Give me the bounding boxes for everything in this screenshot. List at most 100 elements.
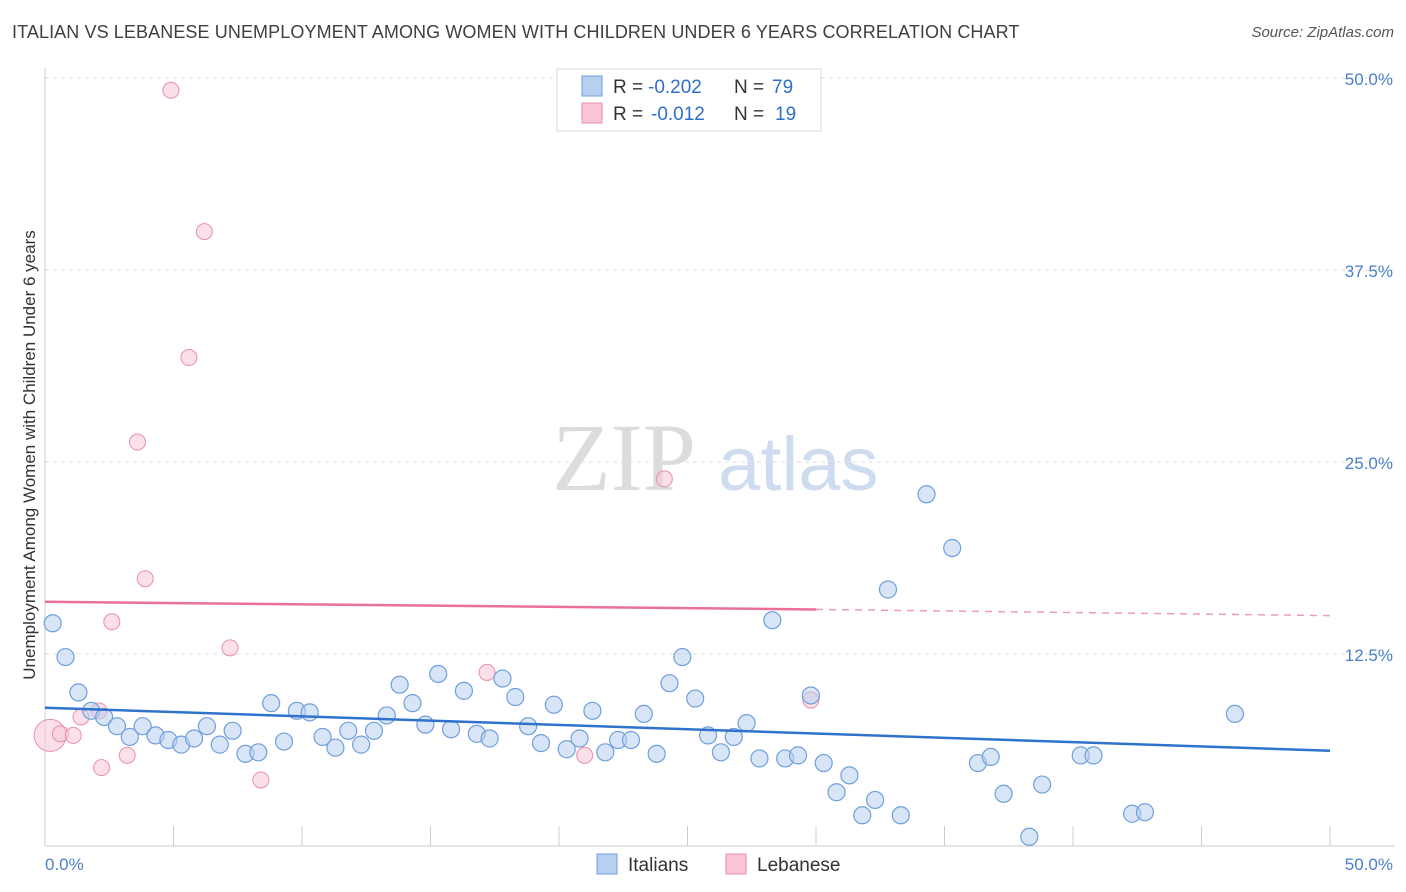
trend-lines — [44, 600, 1331, 753]
y-tick-label-1: 25.0% — [1345, 454, 1393, 473]
italians-point-48 — [660, 674, 679, 693]
lebanese-trend-line — [44, 600, 817, 611]
x-tick-label-0: 0.0% — [45, 855, 84, 874]
bottom-legend-italians-swatch — [596, 853, 618, 875]
italians-point-38 — [531, 733, 551, 753]
lebanese-point-15 — [478, 663, 496, 681]
italians-point-6 — [120, 727, 139, 747]
italians-point-67 — [917, 485, 936, 504]
italians-point-56 — [763, 611, 782, 630]
italians-point-49 — [673, 647, 692, 667]
y-axis-label: Unemployment Among Women with Children U… — [20, 230, 39, 679]
legend-n-value-italians: 79 — [772, 77, 793, 98]
italians-point-41 — [570, 729, 589, 748]
italians-point-2 — [69, 683, 88, 702]
lebanese-point-5 — [93, 759, 111, 777]
italians-point-71 — [994, 784, 1013, 803]
lebanese-point-2 — [64, 726, 82, 744]
source-credit: Source: ZipAtlas.com — [1251, 24, 1394, 41]
italians-points — [43, 485, 1245, 846]
x-tick-labels: 0.0% 50.0% — [45, 855, 1393, 874]
italians-point-32 — [454, 681, 474, 700]
italians-point-42 — [583, 701, 602, 720]
y-tick-label-2: 37.5% — [1345, 262, 1393, 281]
legend-n-value-lebanese: 19 — [775, 104, 796, 125]
italians-point-4 — [95, 707, 114, 727]
y-tick-label-3: 50.0% — [1345, 70, 1393, 89]
italians-point-18 — [274, 732, 294, 751]
italians-point-62 — [840, 766, 859, 785]
lebanese-point-6 — [103, 613, 121, 631]
italians-point-28 — [403, 694, 422, 713]
legend-n-label-italians: N = — [734, 77, 764, 98]
italians-point-34 — [480, 729, 499, 748]
italians-point-43 — [596, 743, 615, 762]
italians-point-77 — [1135, 803, 1155, 822]
y-tick-labels: 12.5% 25.0% 37.5% 50.0% — [1345, 70, 1393, 665]
italians-point-68 — [943, 538, 962, 558]
legend-r-value-lebanese: -0.012 — [651, 104, 705, 125]
italians-point-65 — [878, 580, 898, 599]
italians-point-63 — [853, 806, 872, 825]
bottom-legend-lebanese-swatch — [725, 853, 747, 875]
italians-point-59 — [801, 686, 820, 705]
series-legend: Italians Lebanese — [596, 853, 840, 876]
italians-point-11 — [184, 729, 204, 748]
italians-point-70 — [981, 747, 1000, 767]
italians-trend-line — [44, 706, 1331, 753]
x-tick-label-1: 50.0% — [1345, 855, 1393, 874]
italians-point-14 — [223, 721, 242, 740]
italians-point-13 — [210, 735, 229, 754]
lebanese-point-16 — [576, 746, 594, 764]
italians-point-31 — [441, 720, 461, 739]
italians-point-16 — [249, 743, 268, 762]
lebanese-point-13 — [221, 639, 239, 657]
italians-point-20 — [300, 703, 319, 722]
legend-italians-swatch — [581, 75, 603, 97]
lebanese-trend-line-extension — [815, 608, 1331, 617]
italians-point-37 — [519, 717, 538, 736]
italians-point-78 — [1225, 704, 1245, 724]
italians-point-61 — [827, 783, 846, 802]
italians-point-72 — [1020, 827, 1039, 846]
lebanese-point-7 — [118, 746, 136, 764]
italians-point-0 — [43, 614, 62, 633]
italians-point-30 — [429, 664, 448, 684]
watermark-zip: ZIP — [552, 404, 696, 511]
bottom-legend-italians: Italians — [628, 855, 688, 876]
italians-point-52 — [711, 743, 731, 762]
italians-point-36 — [506, 687, 525, 707]
italians-point-23 — [339, 721, 358, 740]
italians-point-29 — [416, 715, 435, 734]
italians-point-5 — [107, 717, 127, 736]
legend-r-label-italians: R = — [613, 77, 643, 98]
italians-point-40 — [557, 740, 576, 759]
lebanese-point-9 — [136, 570, 154, 588]
axes — [44, 68, 1395, 847]
lebanese-point-17 — [655, 470, 673, 488]
italians-point-50 — [686, 689, 705, 708]
italians-point-39 — [544, 695, 563, 714]
correlation-legend: R = -0.202 N = 79 R = -0.012 N = 19 — [556, 68, 822, 132]
italians-point-26 — [377, 706, 396, 725]
italians-point-46 — [634, 704, 653, 724]
italians-point-66 — [891, 806, 910, 825]
legend-n-label-lebanese: N = — [734, 104, 764, 125]
italians-point-12 — [197, 717, 217, 736]
italians-point-27 — [390, 675, 409, 694]
italians-point-54 — [737, 714, 756, 733]
lebanese-point-12 — [195, 223, 213, 241]
y-tick-label-0: 12.5% — [1345, 646, 1393, 665]
italians-point-55 — [750, 749, 769, 768]
italians-point-24 — [352, 735, 371, 754]
italians-point-45 — [621, 730, 641, 750]
lebanese-point-11 — [180, 349, 198, 367]
italians-point-64 — [866, 790, 885, 810]
italians-point-35 — [493, 669, 512, 688]
bottom-legend-lebanese: Lebanese — [757, 855, 840, 876]
italians-point-1 — [56, 647, 75, 667]
chart-title: ITALIAN VS LEBANESE UNEMPLOYMENT AMONG W… — [12, 22, 1020, 42]
legend-r-value-italians: -0.202 — [648, 77, 702, 98]
lebanese-points — [33, 81, 820, 789]
